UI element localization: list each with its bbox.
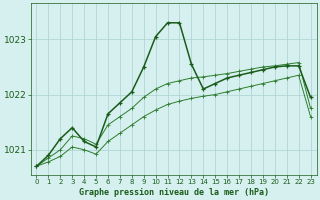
X-axis label: Graphe pression niveau de la mer (hPa): Graphe pression niveau de la mer (hPa) <box>78 188 268 197</box>
